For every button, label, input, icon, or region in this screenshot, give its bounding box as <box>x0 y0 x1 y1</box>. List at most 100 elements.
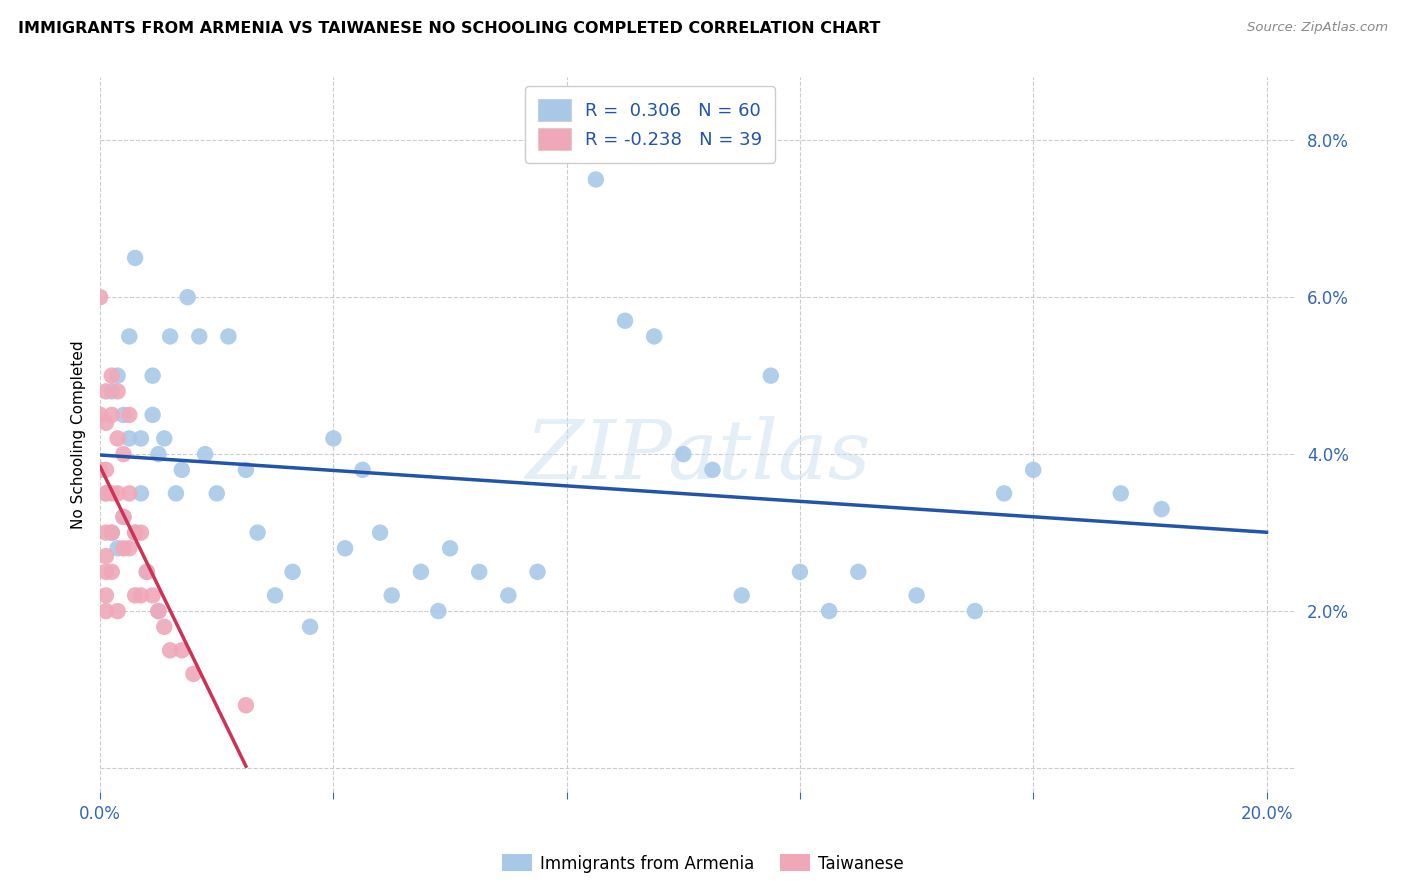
Point <box>129 486 152 500</box>
Point <box>159 643 181 657</box>
Point <box>264 588 287 602</box>
Point <box>614 314 637 328</box>
Point <box>124 251 146 265</box>
Point <box>183 666 205 681</box>
Point <box>107 384 129 399</box>
Point <box>1109 486 1132 500</box>
Text: IMMIGRANTS FROM ARMENIA VS TAIWANESE NO SCHOOLING COMPLETED CORRELATION CHART: IMMIGRANTS FROM ARMENIA VS TAIWANESE NO … <box>18 21 880 36</box>
Point <box>730 588 752 602</box>
Point <box>170 463 193 477</box>
Point <box>129 588 152 602</box>
Point <box>89 408 111 422</box>
Point <box>322 432 344 446</box>
Point <box>94 525 117 540</box>
Point <box>118 408 141 422</box>
Point <box>112 510 135 524</box>
Point <box>672 447 695 461</box>
Point <box>89 463 111 477</box>
Point <box>235 463 257 477</box>
Point <box>205 486 228 500</box>
Point <box>94 565 117 579</box>
Point <box>101 565 124 579</box>
Point <box>107 541 129 556</box>
Point <box>217 329 239 343</box>
Point <box>112 541 135 556</box>
Point <box>409 565 432 579</box>
Point <box>643 329 665 343</box>
Point <box>526 565 548 579</box>
Text: Source: ZipAtlas.com: Source: ZipAtlas.com <box>1247 21 1388 34</box>
Point <box>818 604 841 618</box>
Point <box>498 588 520 602</box>
Point <box>142 408 165 422</box>
Point <box>235 698 257 713</box>
Point <box>148 604 170 618</box>
Point <box>129 525 152 540</box>
Point <box>94 486 117 500</box>
Point <box>299 620 322 634</box>
Point <box>89 290 111 304</box>
Point <box>101 408 124 422</box>
Point <box>94 384 117 399</box>
Point <box>759 368 782 383</box>
Point <box>333 541 356 556</box>
Point <box>170 643 193 657</box>
Legend: R =  0.306   N = 60, R = -0.238   N = 39: R = 0.306 N = 60, R = -0.238 N = 39 <box>526 87 775 163</box>
Point <box>176 290 198 304</box>
Point <box>153 432 176 446</box>
Point <box>101 525 124 540</box>
Point <box>153 620 176 634</box>
Point <box>905 588 928 602</box>
Point <box>101 384 124 399</box>
Point <box>1150 502 1173 516</box>
Point <box>188 329 211 343</box>
Point <box>352 463 374 477</box>
Point <box>94 416 117 430</box>
Text: ZIPatlas: ZIPatlas <box>526 416 870 496</box>
Point <box>142 368 165 383</box>
Point <box>112 408 135 422</box>
Point <box>281 565 304 579</box>
Point <box>789 565 811 579</box>
Point <box>107 368 129 383</box>
Point <box>118 432 141 446</box>
Point <box>246 525 269 540</box>
Point <box>101 525 124 540</box>
Point <box>107 604 129 618</box>
Point <box>148 447 170 461</box>
Point <box>585 172 607 186</box>
Point <box>159 329 181 343</box>
Point <box>107 432 129 446</box>
Point <box>142 588 165 602</box>
Point <box>94 486 117 500</box>
Point <box>135 565 157 579</box>
Point <box>846 565 869 579</box>
Point <box>148 604 170 618</box>
Point <box>124 525 146 540</box>
Point <box>165 486 187 500</box>
Point <box>368 525 391 540</box>
Point <box>1022 463 1045 477</box>
Point <box>427 604 450 618</box>
Point <box>94 549 117 563</box>
Point <box>381 588 404 602</box>
Point <box>135 565 157 579</box>
Legend: Immigrants from Armenia, Taiwanese: Immigrants from Armenia, Taiwanese <box>495 847 911 880</box>
Point <box>993 486 1015 500</box>
Y-axis label: No Schooling Completed: No Schooling Completed <box>72 340 86 529</box>
Point <box>94 463 117 477</box>
Point <box>118 486 141 500</box>
Point <box>468 565 491 579</box>
Point <box>124 588 146 602</box>
Point <box>702 463 724 477</box>
Point <box>94 588 117 602</box>
Point <box>194 447 217 461</box>
Point <box>107 486 129 500</box>
Point <box>101 486 124 500</box>
Point <box>112 510 135 524</box>
Point <box>101 368 124 383</box>
Point <box>439 541 461 556</box>
Point <box>129 432 152 446</box>
Point <box>94 604 117 618</box>
Point <box>555 133 578 147</box>
